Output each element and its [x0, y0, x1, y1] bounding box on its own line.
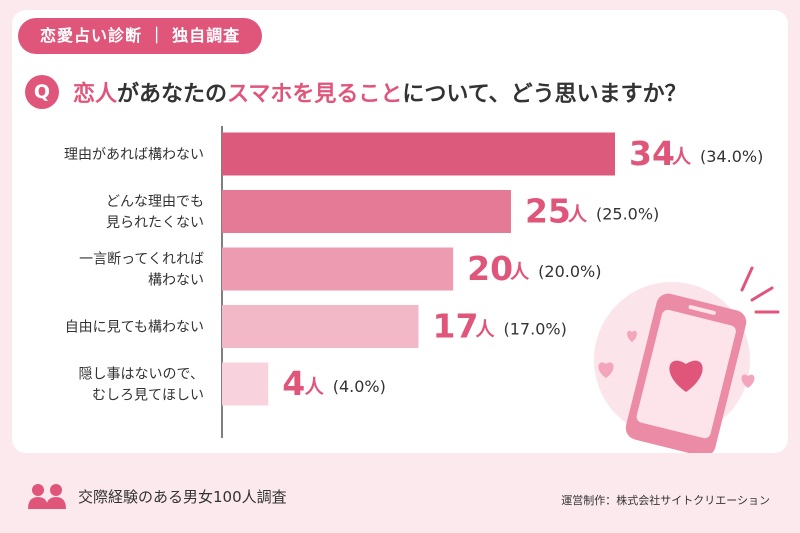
value-label: 20 [467, 249, 513, 288]
bar [222, 132, 615, 176]
category-label: 構わない [148, 273, 204, 289]
footer-survey: 交際経験のある男女100人調査 [28, 483, 287, 509]
value-label: 25 [525, 192, 571, 231]
bar [222, 362, 269, 406]
question-title: 恋人があなたのスマホを見ることについて、どう思いますか？ [73, 76, 687, 108]
value-label: 17 [433, 307, 479, 346]
footer: 交際経験のある男女100人調査 運営制作：株式会社サイトクリエーション [0, 453, 800, 533]
category-label: どんな理由でも [106, 194, 204, 210]
category-label: 隠し事はないので、 [79, 367, 204, 383]
people-icon [28, 484, 66, 509]
percent-label: (34.0%) [700, 147, 763, 166]
category-label: 見られたくない [106, 215, 204, 231]
question-part: スマホを見ること [227, 82, 403, 107]
bar [222, 247, 454, 291]
question-icon: Q [25, 75, 59, 109]
unit-label: 人 [305, 376, 325, 398]
question-part: があなたの [117, 82, 228, 107]
category-label: 理由があれば構わない [64, 147, 204, 163]
category-label: 一言断ってくれれば [79, 252, 204, 268]
smartphone-heart-icon [594, 266, 780, 453]
unit-label: 人 [672, 146, 692, 168]
question-part: について、どう思いますか？ [402, 82, 687, 107]
category-label: 自由に見ても構わない [65, 320, 204, 336]
category-label: むしろ見てほしい [92, 388, 204, 404]
question-row: Q 恋人があなたのスマホを見ることについて、どう思いますか？ [25, 72, 687, 112]
value-label: 34 [629, 134, 675, 173]
percent-label: (17.0%) [504, 320, 567, 339]
percent-label: (25.0%) [596, 205, 659, 224]
percent-label: (20.0%) [538, 262, 601, 281]
percent-label: (4.0%) [333, 377, 386, 396]
bar [222, 190, 511, 233]
unit-label: 人 [568, 204, 588, 226]
question-part: 恋人 [73, 82, 118, 107]
survey-badge: 恋愛占い診断 ｜ 独自調査 [18, 18, 263, 54]
unit-label: 人 [476, 319, 496, 341]
value-label: 4 [282, 364, 305, 403]
unit-label: 人 [510, 261, 530, 283]
survey-description: 交際経験のある男女100人調査 [78, 487, 287, 506]
bar [222, 305, 419, 348]
credit-text: 運営制作：株式会社サイトクリエーション [561, 494, 770, 507]
